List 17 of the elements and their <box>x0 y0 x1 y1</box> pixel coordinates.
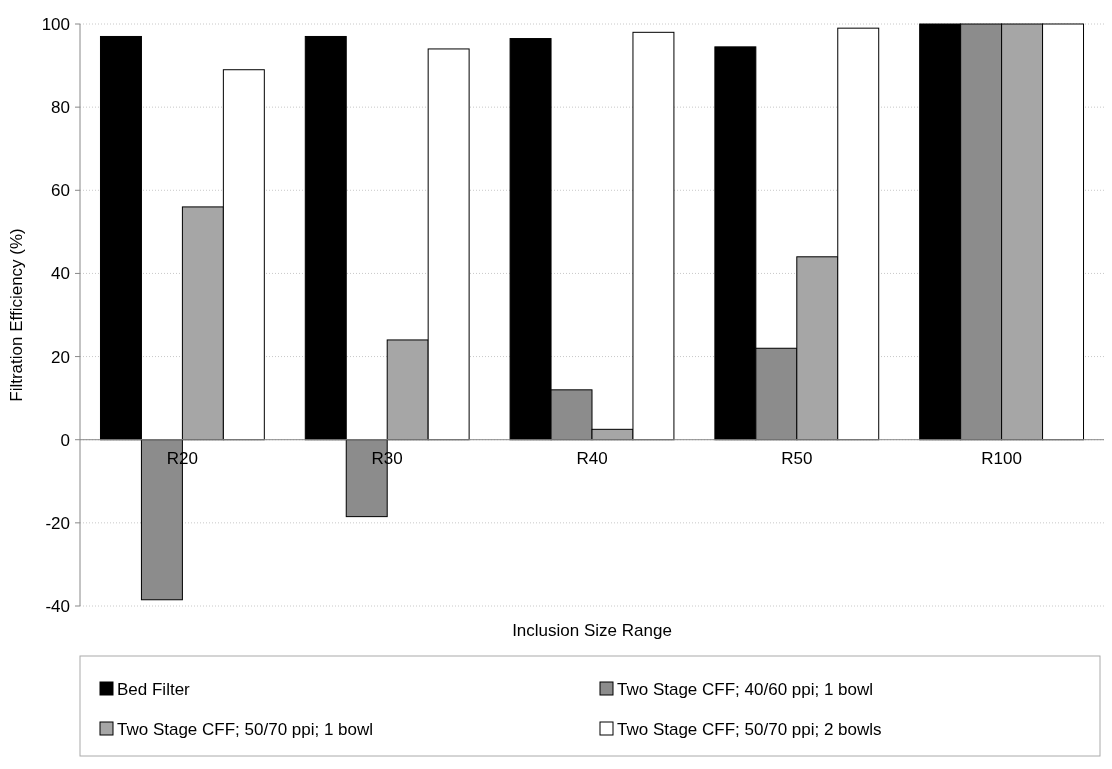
y-axis-title: Filtration Efficiency (%) <box>7 228 26 402</box>
legend-label: Two Stage CFF; 50/70 ppi; 2 bowls <box>617 719 882 739</box>
y-tick-label: 20 <box>51 347 70 367</box>
x-axis-title: Inclusion Size Range <box>512 621 672 640</box>
y-tick-label: 80 <box>51 98 70 118</box>
y-tick-label: 0 <box>60 430 70 450</box>
legend-label: Two Stage CFF; 50/70 ppi; 1 bowl <box>117 719 374 739</box>
y-tick-label: 100 <box>41 14 70 34</box>
legend-label: Bed Filter <box>117 679 191 699</box>
x-tick-label: R100 <box>981 448 1022 468</box>
y-tick-label: -40 <box>45 596 70 616</box>
x-tick-label: R40 <box>576 448 608 468</box>
y-tick-label: 60 <box>51 181 70 201</box>
y-tick-label: 40 <box>51 264 70 284</box>
legend-label: Two Stage CFF; 40/60 ppi; 1 bowl <box>617 679 874 699</box>
x-tick-label: R50 <box>781 448 813 468</box>
y-tick-label: -20 <box>45 513 70 533</box>
